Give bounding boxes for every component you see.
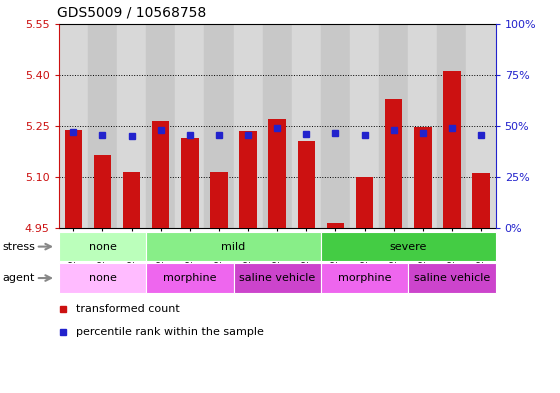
Text: saline vehicle: saline vehicle xyxy=(414,273,490,283)
Bar xyxy=(146,263,234,293)
Bar xyxy=(88,24,117,228)
Bar xyxy=(263,24,292,228)
Bar xyxy=(321,24,350,228)
Bar xyxy=(175,24,204,228)
Bar xyxy=(321,263,408,293)
Bar xyxy=(146,24,175,228)
Bar xyxy=(268,119,286,228)
Bar xyxy=(437,24,466,228)
Bar xyxy=(181,138,199,228)
Text: mild: mild xyxy=(221,242,246,252)
Bar xyxy=(152,121,170,228)
Bar xyxy=(326,223,344,228)
Bar xyxy=(321,232,496,261)
Text: percentile rank within the sample: percentile rank within the sample xyxy=(76,327,264,337)
Bar xyxy=(234,24,263,228)
Text: agent: agent xyxy=(3,273,35,283)
Bar xyxy=(94,155,111,228)
Bar xyxy=(408,263,496,293)
Text: none: none xyxy=(88,273,116,283)
Bar xyxy=(234,263,321,293)
Bar xyxy=(472,173,490,228)
Bar xyxy=(466,24,496,228)
Bar xyxy=(408,24,437,228)
Text: severe: severe xyxy=(390,242,427,252)
Bar xyxy=(123,172,141,228)
Bar xyxy=(59,232,146,261)
Bar xyxy=(356,177,374,228)
Bar xyxy=(350,24,379,228)
Bar xyxy=(379,24,408,228)
Bar xyxy=(210,172,228,228)
Bar xyxy=(292,24,321,228)
Bar xyxy=(64,130,82,228)
Text: morphine: morphine xyxy=(338,273,391,283)
Bar xyxy=(59,263,146,293)
Bar xyxy=(117,24,146,228)
Bar xyxy=(297,141,315,228)
Bar xyxy=(385,99,403,228)
Text: GDS5009 / 10568758: GDS5009 / 10568758 xyxy=(57,6,206,20)
Bar xyxy=(204,24,234,228)
Text: stress: stress xyxy=(3,242,36,252)
Text: transformed count: transformed count xyxy=(76,303,180,314)
Text: none: none xyxy=(88,242,116,252)
Bar xyxy=(146,232,321,261)
Text: saline vehicle: saline vehicle xyxy=(239,273,315,283)
Text: morphine: morphine xyxy=(163,273,217,283)
Bar xyxy=(414,127,432,228)
Bar xyxy=(239,131,257,228)
Bar xyxy=(443,71,461,228)
Bar xyxy=(59,24,88,228)
